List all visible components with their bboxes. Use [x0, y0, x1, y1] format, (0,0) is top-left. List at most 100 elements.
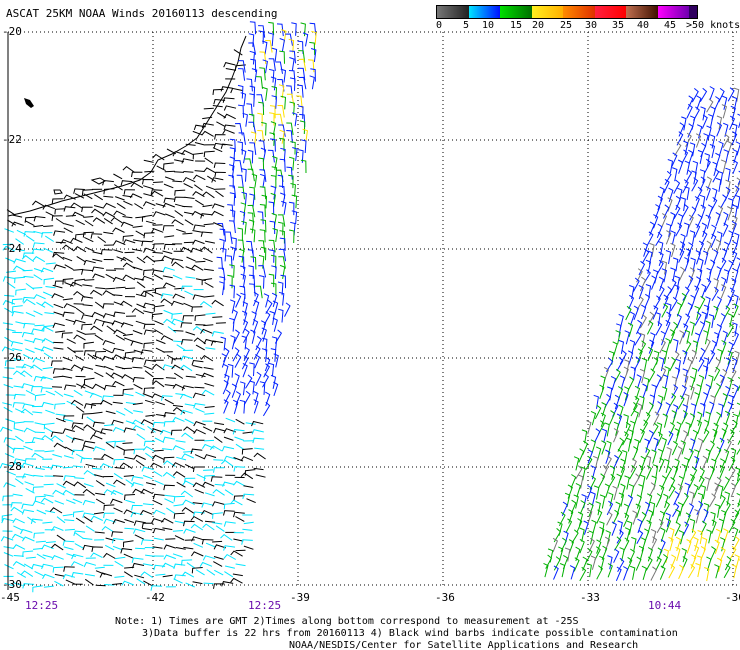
wind-barb — [262, 401, 271, 417]
wind-barb — [668, 393, 677, 408]
wind-barb — [132, 402, 143, 405]
wind-barb — [244, 158, 253, 171]
wind-barb — [145, 414, 156, 417]
wind-barb — [269, 112, 275, 126]
wind-barb — [724, 556, 732, 571]
wind-barb — [617, 437, 625, 452]
wind-barb — [99, 399, 113, 406]
wind-barb — [203, 268, 214, 271]
wind-barb — [105, 287, 116, 290]
wind-barb — [656, 401, 663, 416]
wind-barb — [713, 482, 720, 497]
wind-barb — [280, 95, 287, 110]
wind-barb — [222, 129, 235, 135]
wind-barb — [13, 428, 24, 432]
wind-barb — [659, 484, 665, 500]
wind-barb — [201, 443, 215, 449]
wind-barb — [164, 398, 174, 405]
wind-barb — [233, 538, 244, 542]
wind-barb — [92, 273, 105, 279]
wind-barb — [636, 529, 644, 545]
wind-barb — [11, 310, 24, 317]
wind-barb — [310, 48, 317, 62]
wind-barb — [684, 482, 690, 497]
wind-barb — [195, 344, 205, 351]
wind-barb — [63, 303, 77, 309]
wind-barb — [265, 391, 271, 407]
wind-barb — [617, 386, 624, 401]
wind-barb — [707, 204, 714, 219]
wind-barb — [259, 381, 266, 395]
wind-barb — [225, 417, 236, 423]
wind-barb — [695, 276, 702, 291]
wind-barb — [692, 160, 699, 175]
wind-barb — [162, 225, 174, 231]
wind-barb — [21, 363, 34, 369]
wind-barb — [648, 509, 654, 524]
wind-barb — [230, 550, 243, 557]
longitude-label: -30 — [725, 591, 740, 604]
wind-barb — [173, 574, 186, 580]
wind-barb — [211, 203, 225, 209]
wind-barb — [22, 583, 35, 589]
wind-barb — [578, 474, 584, 489]
wind-barb — [291, 22, 297, 36]
wind-barb — [655, 374, 662, 389]
wind-barb — [81, 445, 94, 451]
wind-barb — [209, 445, 223, 452]
wind-barb — [183, 183, 193, 189]
wind-barb — [687, 358, 693, 373]
wind-barb — [720, 194, 728, 209]
wind-barb — [153, 259, 164, 262]
wind-barb — [43, 483, 54, 486]
wind-barb — [92, 421, 105, 428]
wind-barb — [41, 434, 54, 442]
wind-barb — [136, 281, 146, 289]
wind-barb — [278, 308, 284, 323]
wind-barb — [629, 284, 635, 300]
wind-barb — [587, 449, 593, 464]
wind-barb — [691, 367, 698, 382]
wind-barb — [687, 448, 694, 463]
wind-barb — [705, 296, 711, 311]
wind-barb — [213, 544, 227, 550]
wind-barb — [153, 449, 164, 452]
wind-barb — [92, 217, 106, 224]
wind-barb — [50, 431, 63, 437]
wind-barb — [622, 450, 628, 465]
wind-barb — [640, 455, 646, 471]
wind-barb — [192, 482, 206, 488]
wind-barb — [213, 561, 223, 567]
wind-barb — [623, 366, 629, 381]
wind-barb — [253, 319, 259, 334]
wind-barb — [23, 427, 37, 433]
wind-barb — [43, 422, 55, 430]
wind-barb — [193, 428, 206, 435]
wind-barb — [723, 122, 729, 137]
wind-barb — [697, 437, 704, 453]
wind-barb — [713, 305, 719, 321]
wind-barb — [613, 548, 620, 563]
wind-barb — [54, 500, 65, 505]
wind-barb — [677, 187, 683, 202]
wind-barb — [703, 391, 709, 407]
wind-barb — [706, 176, 713, 191]
wind-barb — [116, 202, 126, 210]
wind-barb — [115, 196, 125, 201]
wind-barb — [192, 230, 203, 233]
wind-barb — [624, 527, 631, 542]
wind-barb — [261, 337, 268, 352]
wind-barb — [51, 198, 63, 204]
wind-barb — [730, 419, 738, 435]
wind-barb — [10, 341, 23, 347]
wind-barb — [101, 355, 115, 362]
wind-barb — [34, 393, 46, 401]
wind-barb — [233, 466, 246, 472]
wind-barb — [141, 214, 153, 222]
wind-barb — [217, 223, 225, 236]
wind-barb — [4, 294, 15, 297]
wind-barb — [74, 355, 84, 361]
wind-barb — [723, 528, 729, 543]
wind-barb — [671, 321, 679, 336]
wind-barb — [241, 168, 247, 182]
